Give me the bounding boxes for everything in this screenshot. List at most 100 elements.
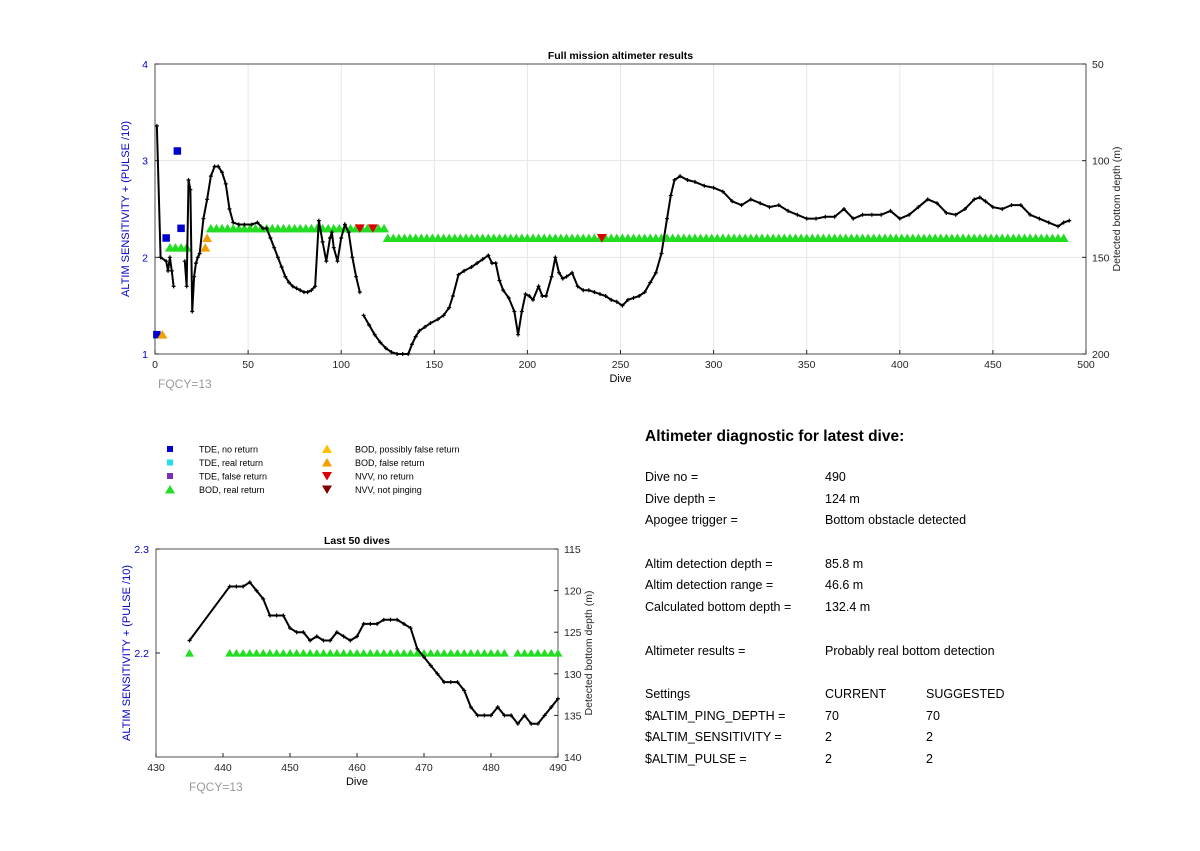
- depth-point: [916, 205, 921, 210]
- depth-point: [314, 634, 319, 639]
- diag-row: Altim detection depth = 85.8 m: [645, 557, 1185, 579]
- markers: [153, 147, 1069, 339]
- depth-point: [236, 222, 241, 227]
- depth-point: [389, 350, 394, 355]
- depth-point: [294, 630, 299, 635]
- marker: [225, 648, 235, 657]
- depth-point: [328, 236, 333, 240]
- marker: [432, 648, 442, 657]
- legend-label: TDE, real return: [199, 458, 263, 468]
- depth-point: [227, 584, 232, 589]
- depth-point: [536, 284, 541, 289]
- depth-point: [395, 352, 400, 356]
- marker: [412, 648, 422, 657]
- x-tick-label: 480: [482, 762, 500, 774]
- x-tick-label: 200: [519, 359, 537, 371]
- marker: [245, 648, 255, 657]
- x-axis-label: Dive: [609, 373, 631, 385]
- markers: [185, 648, 563, 657]
- marker: [520, 648, 529, 657]
- depth-point: [241, 584, 246, 589]
- depth-point: [294, 286, 299, 291]
- depth-point: [497, 278, 502, 283]
- depth-point: [544, 294, 549, 298]
- depth-point: [442, 680, 447, 685]
- depth-point: [490, 261, 495, 266]
- diag-row: Apogee trigger = Bottom obstacle detected: [645, 513, 1185, 535]
- marker: [359, 648, 369, 657]
- depth-point: [428, 663, 433, 668]
- marker: [325, 648, 335, 657]
- depth-point: [522, 713, 527, 718]
- depth-point: [316, 218, 321, 223]
- legend-label: TDE, no return: [199, 445, 258, 455]
- depth-point: [329, 230, 334, 235]
- depth-point: [350, 255, 355, 260]
- depth-point: [1067, 218, 1072, 223]
- legend-marker: [165, 485, 175, 494]
- depth-point: [564, 274, 569, 279]
- depth-point: [334, 630, 339, 635]
- y-tick-label: 1: [142, 349, 148, 361]
- depth-point: [542, 713, 547, 718]
- depth-point: [305, 290, 310, 295]
- depth-point: [227, 207, 232, 211]
- depth-point: [523, 292, 528, 297]
- diag-label: Apogee trigger =: [645, 513, 738, 528]
- depth-point: [972, 197, 977, 202]
- depth-point: [767, 205, 772, 210]
- diag-value: 46.6 m: [825, 578, 864, 593]
- depth-point: [1018, 203, 1023, 208]
- depth-point: [489, 713, 493, 718]
- depth-point: [795, 212, 800, 217]
- legend-label: TDE, false return: [199, 472, 267, 482]
- y-tick-label: 3: [142, 156, 148, 168]
- y2-axis-label: Detected bottom depth (m): [1111, 147, 1123, 272]
- depth-point: [469, 265, 474, 269]
- x-tick-label: 460: [348, 762, 366, 774]
- depth-point: [953, 212, 958, 217]
- diag-label: Altim detection range =: [645, 578, 774, 593]
- marker: [499, 648, 509, 657]
- depth-point: [1009, 203, 1014, 208]
- depth-point: [990, 205, 995, 210]
- depth-point: [324, 259, 329, 264]
- depth-point: [516, 332, 521, 337]
- depth-point: [1046, 220, 1051, 225]
- depth-point: [804, 216, 809, 221]
- depth-point: [290, 284, 295, 289]
- depth-point: [308, 638, 313, 643]
- depth-point: [527, 294, 532, 298]
- depth-point: [413, 334, 418, 339]
- marker: [596, 234, 607, 243]
- x-tick-label: 450: [984, 359, 1002, 371]
- depth-point: [187, 638, 192, 643]
- legend-label: NVV, not pinging: [355, 485, 422, 495]
- depth-point: [409, 342, 414, 347]
- diag-label: Dive depth =: [645, 491, 716, 506]
- depth-point: [869, 212, 874, 217]
- fqcy-annotation: FQCY=13: [158, 377, 212, 391]
- diag-label: Dive no =: [645, 470, 699, 484]
- marker: [292, 648, 302, 657]
- depth-point: [659, 251, 664, 256]
- y2-tick-label: 150: [1092, 252, 1110, 264]
- marker: [479, 648, 489, 657]
- diag-row: Calculated bottom depth = 132.4 m: [645, 600, 1185, 622]
- depth-point: [408, 626, 413, 631]
- depth-point: [281, 613, 286, 618]
- diag-label: Altimeter results =: [645, 643, 746, 658]
- depth-point: [549, 274, 554, 279]
- depth-point: [422, 324, 427, 329]
- depth-point: [182, 259, 187, 264]
- setting-current: 70: [825, 708, 839, 723]
- setting-name: $ALTIM_PING_DEPTH =: [645, 708, 786, 723]
- depth-point: [739, 203, 744, 208]
- setting-name: $ALTIM_PULSE =: [645, 751, 747, 766]
- depth-point: [519, 309, 524, 314]
- depth-point: [428, 321, 433, 326]
- depth-point: [415, 646, 420, 651]
- depth-point: [823, 214, 828, 219]
- diag-value: Probably real bottom detection: [825, 643, 995, 658]
- depth-point: [502, 713, 507, 718]
